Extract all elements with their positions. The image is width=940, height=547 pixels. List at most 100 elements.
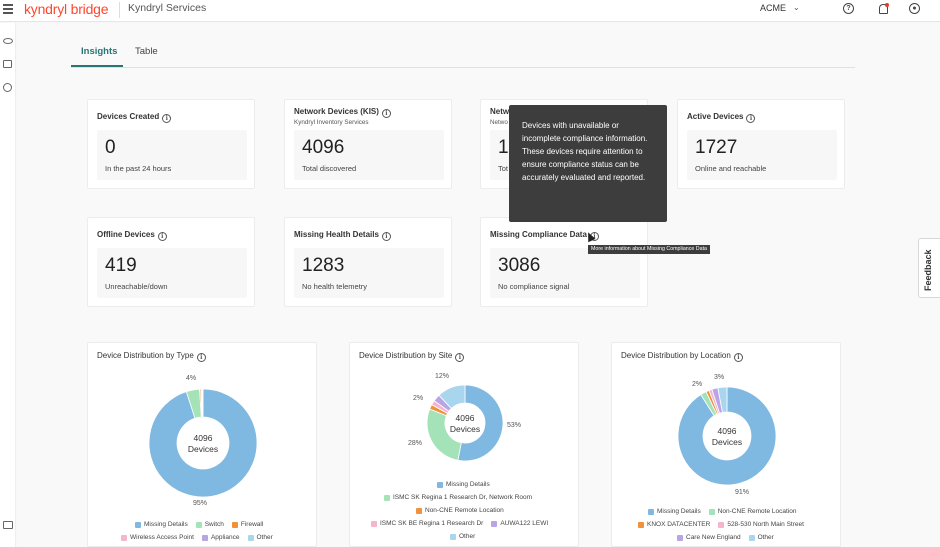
legend-swatch xyxy=(718,521,725,528)
legend-item[interactable]: AUWA122 LEWI xyxy=(500,520,549,527)
legend-item[interactable]: Missing Details xyxy=(446,481,490,488)
chart-title: Device Distribution by Site xyxy=(359,351,453,360)
legend-swatch xyxy=(231,521,238,528)
legend-item[interactable]: Other xyxy=(256,534,273,541)
info-icon[interactable]: i xyxy=(746,114,756,123)
legend-item[interactable]: Wireless Access Point xyxy=(130,534,194,541)
card-caption: No compliance signal xyxy=(498,282,570,291)
notifications-bell-icon[interactable] xyxy=(876,2,889,15)
donut-center-value: 4096 xyxy=(456,413,475,423)
card-body: 3086 No compliance signal xyxy=(490,248,640,298)
info-icon[interactable]: i xyxy=(381,109,391,118)
legend-item[interactable]: Other xyxy=(459,533,476,540)
help-icon[interactable]: ? xyxy=(842,2,855,15)
card-body: 1727 Online and reachable xyxy=(687,130,837,180)
card-body: 419 Unreachable/down xyxy=(97,248,247,298)
card-value: 4096 xyxy=(302,137,345,158)
donut-center-label: Devices xyxy=(188,444,218,454)
legend-row: Non-CNE Remote Location xyxy=(416,507,504,514)
legend-row: Other xyxy=(450,533,475,540)
card-caption: Unreachable/down xyxy=(105,282,168,291)
card-title: Missing Compliance Data xyxy=(490,230,587,239)
chart-title: Device Distribution by Location xyxy=(621,351,731,360)
legend-item[interactable]: KNOX DATACENTER xyxy=(647,521,711,528)
legend-row: ISMC SK BE Regina 1 Research Dr AUWA122 L… xyxy=(371,520,548,527)
card-title: Devices Created xyxy=(97,112,160,121)
chart-panel-site: Device Distribution by Site i 4096 Devices… xyxy=(349,342,579,547)
percent-label: 2% xyxy=(692,381,703,388)
legend-swatch xyxy=(384,494,390,501)
info-icon[interactable]: i xyxy=(455,353,465,362)
card-title: Active Devices xyxy=(687,112,744,121)
legend-item[interactable]: Firewall xyxy=(240,521,264,528)
info-icon[interactable]: i xyxy=(589,232,599,241)
legend-item[interactable]: Appliance xyxy=(210,534,240,541)
legend-row: Missing Details Non-CNE Remote Location xyxy=(648,508,796,515)
legend-item[interactable]: Missing Details xyxy=(657,508,701,515)
percent-label: 12% xyxy=(435,373,450,380)
eye-icon[interactable] xyxy=(3,38,13,44)
hamburger-menu-icon[interactable] xyxy=(3,4,13,14)
legend-swatch xyxy=(450,533,456,540)
card-value: 1283 xyxy=(302,255,345,276)
legend-item[interactable]: ISMC SK BE Regina 1 Research Dr xyxy=(380,520,484,527)
info-button-tooltip: More information about Missing Complianc… xyxy=(588,245,710,254)
user-profile-icon[interactable]: ● xyxy=(908,2,921,15)
legend-item[interactable]: 528-530 North Main Street xyxy=(727,521,804,528)
info-icon[interactable]: i xyxy=(157,232,167,241)
legend-item[interactable]: Other xyxy=(757,534,774,541)
info-icon[interactable]: i xyxy=(162,114,172,123)
pie-slice-0[interactable] xyxy=(148,388,258,498)
tenant-selector[interactable]: ACME xyxy=(760,3,787,13)
card-missing-compliance-data: Missing Compliance Data i 3086 No complia… xyxy=(480,217,648,307)
donut-center-label: Devices xyxy=(450,424,480,434)
legend-item[interactable]: Care New England xyxy=(686,534,741,541)
card-offline-devices: Offline Devices i 419 Unreachable/down xyxy=(87,217,255,307)
legend-swatch xyxy=(748,534,755,541)
legend-item[interactable]: Missing Details xyxy=(144,521,188,528)
legend-swatch xyxy=(135,521,141,528)
top-bar: kyndryl bridge Kyndryl Services ACME ⌄ ?… xyxy=(0,0,940,22)
info-icon[interactable]: i xyxy=(381,232,391,241)
legend-item[interactable]: Switch xyxy=(204,521,224,528)
tab-table[interactable]: Table xyxy=(135,46,158,57)
card-value: 419 xyxy=(105,255,137,276)
legend-row: Missing Details xyxy=(437,481,490,488)
feedback-label: Feedback xyxy=(923,249,933,291)
card-body: 0 In the past 24 hours xyxy=(97,130,247,180)
legend-row: ISMC SK Regina 1 Research Dr, Network Ro… xyxy=(384,494,532,501)
legend-row: Missing Details Switch Firewall xyxy=(135,521,263,528)
percent-label: 95% xyxy=(193,500,208,507)
percent-label: 91% xyxy=(735,489,750,496)
brand-divider xyxy=(119,2,120,18)
brand-logo[interactable]: kyndryl bridge xyxy=(24,1,109,17)
card-caption: Tot xyxy=(498,164,509,173)
legend-swatch xyxy=(201,534,208,541)
card-subtitle: Kyndryl Inventory Services xyxy=(294,119,369,126)
card-caption: Online and reachable xyxy=(695,164,767,173)
legend-item[interactable]: Non-CNE Remote Location xyxy=(425,507,504,514)
card-body: 4096 Total discovered xyxy=(294,130,444,180)
info-icon[interactable] xyxy=(3,83,12,92)
legend-swatch xyxy=(121,534,127,541)
dashboard-grid-icon[interactable] xyxy=(3,60,12,68)
chart-panel-location: Device Distribution by Location i 4096 Dev… xyxy=(611,342,841,547)
card-subtitle: Netwo xyxy=(490,119,508,126)
panel-toggle-icon[interactable] xyxy=(3,521,13,529)
legend-swatch xyxy=(638,521,644,528)
card-network-devices-kis: Network Devices (KIS) i Kyndryl Inventory… xyxy=(284,99,452,189)
percent-label: 3% xyxy=(714,374,725,381)
legend-row: Wireless Access Point Appliance Other xyxy=(121,534,273,541)
chevron-down-icon[interactable]: ⌄ xyxy=(793,3,800,12)
card-missing-health-details: Missing Health Details i 1283 No health t… xyxy=(284,217,452,307)
feedback-tab[interactable]: Feedback xyxy=(918,238,940,298)
percent-label: 2% xyxy=(413,395,424,402)
donut-center-value: 4096 xyxy=(718,426,737,436)
tab-insights[interactable]: Insights xyxy=(81,46,118,57)
legend-item[interactable]: Non-CNE Remote Location xyxy=(717,508,797,515)
info-icon[interactable]: i xyxy=(196,353,206,362)
info-icon[interactable]: i xyxy=(733,353,743,362)
legend-item[interactable]: ISMC SK Regina 1 Research Dr, Network Ro… xyxy=(393,494,533,501)
